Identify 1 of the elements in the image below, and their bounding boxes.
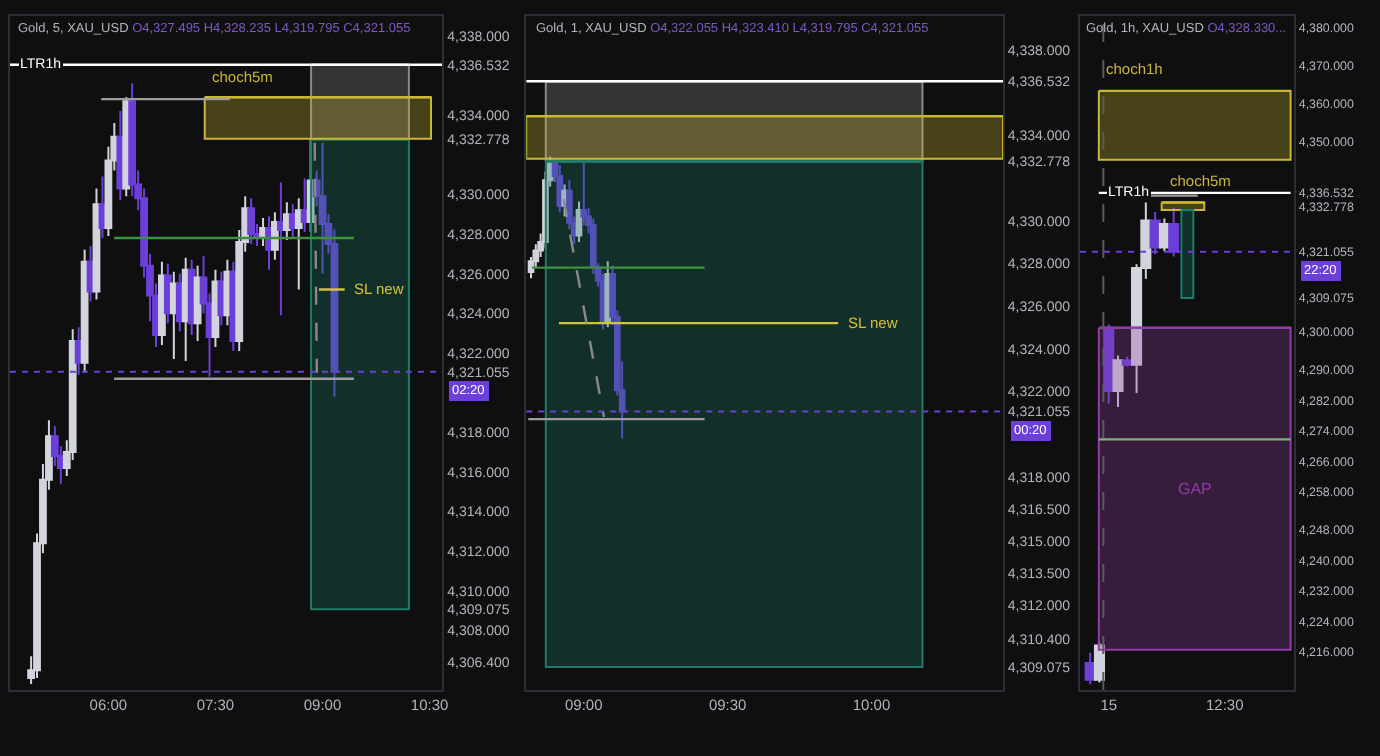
text: GAP	[1178, 480, 1212, 498]
